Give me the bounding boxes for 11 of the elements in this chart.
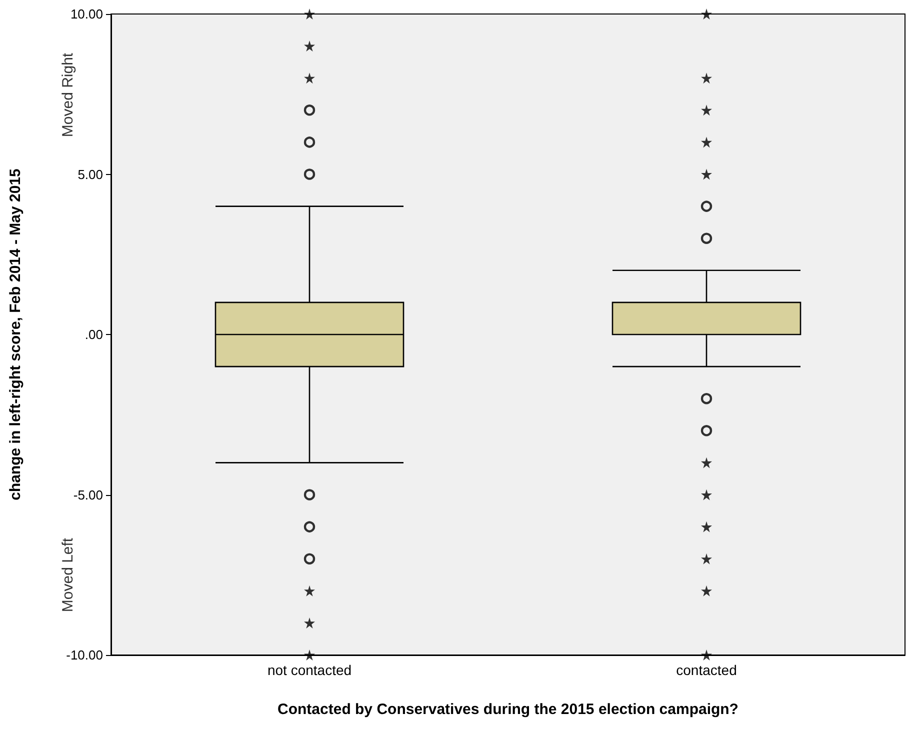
text: Moved Right bbox=[60, 52, 76, 138]
y-tick-label: 10.00 bbox=[70, 6, 103, 22]
x-axis-title: Contacted by Conservatives during the 2015 election campaign? bbox=[278, 701, 738, 718]
text: Moved Left bbox=[60, 537, 76, 612]
x-tick-label: not contacted bbox=[267, 662, 352, 678]
y-tick-label: .00 bbox=[84, 327, 103, 342]
x-tick-label: contacted bbox=[676, 662, 737, 678]
y-tick-label: -10.00 bbox=[66, 648, 103, 662]
y-axis-title: change in left-right score, Feb 2014 - May 2015 bbox=[7, 168, 24, 500]
y-tick-label: 5.00 bbox=[78, 166, 103, 182]
y-tick-label: -5.00 bbox=[73, 487, 103, 502]
